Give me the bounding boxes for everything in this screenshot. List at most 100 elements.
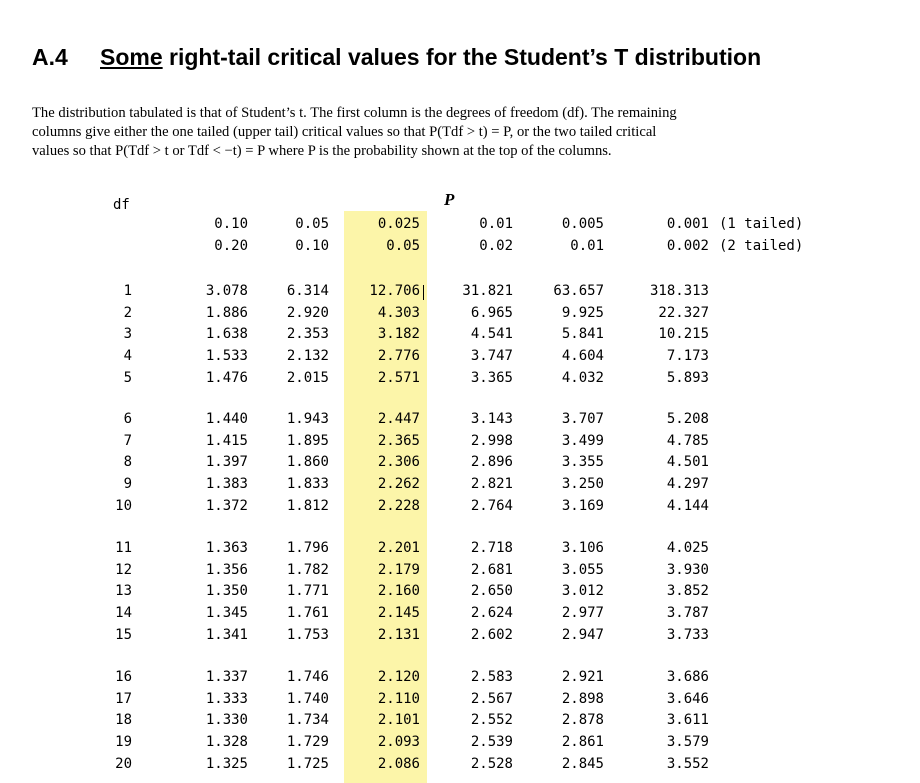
df-cell: 16 [115,669,132,685]
value-cell: 6.965 [470,304,513,321]
value-cell: 1.476 [205,369,248,386]
df-cell: 12 [115,561,132,578]
value-cell: 12.706 [369,283,420,299]
df-cell: 1 [123,283,132,299]
value-cell: 1.533 [205,348,248,365]
value-cell: 1.895 [286,432,329,449]
value-cell: 63.657 [553,283,604,299]
value-cell: 2.086 [377,755,420,772]
value-cell: 4.785 [666,432,709,449]
value-cell: 2.998 [470,432,513,449]
value-cell: 2.015 [286,369,329,386]
value-cell: 1.341 [205,626,248,643]
header-one-tailed-p: 0.10 [214,216,248,232]
value-cell: 1.415 [205,432,248,449]
value-cell: 3.355 [561,454,604,471]
df-column-label: df [113,197,130,213]
df-cell: 9 [123,476,132,493]
section-number: A.4 [32,44,68,70]
value-cell: 4.303 [377,304,420,321]
df-cell: 10 [115,497,132,514]
value-cell: 1.753 [286,626,329,643]
value-cell: 3.707 [561,411,604,427]
value-cell: 3.078 [205,283,248,299]
value-cell: 3.930 [666,561,709,578]
intro-line-1: The distribution tabulated is that of St… [32,105,677,121]
value-cell: 2.764 [470,497,513,514]
value-cell: 1.397 [205,454,248,471]
value-cell: 2.132 [286,348,329,365]
value-cell: 4.144 [666,497,709,514]
df-cell: 3 [123,326,132,343]
value-cell: 1.325 [205,755,248,772]
value-cell: 4.541 [470,326,513,343]
value-cell: 1.440 [205,411,248,427]
value-cell: 1.734 [286,712,329,729]
value-cell: 2.602 [470,626,513,643]
value-cell: 1.761 [286,605,329,622]
header-one-tailed-p: 0.005 [561,216,604,232]
value-cell: 5.208 [666,411,709,427]
two-tailed-note: (2 tailed) [719,238,804,254]
value-cell: 1.729 [286,734,329,751]
header-one-tailed-p: 0.001 [666,216,709,232]
df-cell: 17 [115,690,132,707]
value-cell: 3.733 [666,626,709,643]
value-cell: 2.624 [470,605,513,622]
value-cell: 2.160 [377,583,420,600]
value-cell: 2.179 [377,561,420,578]
text-cursor [423,285,424,300]
value-cell: 2.718 [470,540,513,556]
value-cell: 1.330 [205,712,248,729]
value-cell: 1.796 [286,540,329,556]
value-cell: 2.650 [470,583,513,600]
value-cell: 4.297 [666,476,709,493]
value-cell: 3.686 [666,669,709,685]
value-cell: 3.646 [666,690,709,707]
df-cell: 14 [115,605,132,622]
value-cell: 1.740 [286,690,329,707]
value-cell: 2.947 [561,626,604,643]
df-cell: 2 [123,304,132,321]
value-cell: 2.228 [377,497,420,514]
df-cell: 8 [123,454,132,471]
intro-line-3: values so that P(Tdf > t or Tdf < −t) = … [32,143,612,159]
df-cell: 7 [123,432,132,449]
value-cell: 1.860 [286,454,329,471]
value-cell: 4.032 [561,369,604,386]
value-cell: 2.120 [377,669,420,685]
value-cell: 2.896 [470,454,513,471]
highlighted-column [344,211,427,783]
value-cell: 1.725 [286,755,329,772]
value-cell: 318.313 [649,283,709,299]
header-two-tailed-p: 0.05 [386,238,420,254]
value-cell: 2.920 [286,304,329,321]
value-cell: 1.363 [205,540,248,556]
value-cell: 2.201 [377,540,420,556]
value-cell: 3.055 [561,561,604,578]
value-cell: 1.771 [286,583,329,600]
value-cell: 1.886 [205,304,248,321]
value-cell: 2.110 [377,690,420,707]
value-cell: 2.093 [377,734,420,751]
header-two-tailed-p: 0.20 [214,238,248,254]
df-cell: 13 [115,583,132,600]
value-cell: 4.604 [561,348,604,365]
intro-line-2: columns give either the one tailed (uppe… [32,124,657,140]
value-cell: 9.925 [561,304,604,321]
value-cell: 2.898 [561,690,604,707]
value-cell: 3.787 [666,605,709,622]
value-cell: 3.106 [561,540,604,556]
value-cell: 2.353 [286,326,329,343]
value-cell: 1.812 [286,497,329,514]
df-cell: 15 [115,626,132,643]
value-cell: 1.356 [205,561,248,578]
value-cell: 2.552 [470,712,513,729]
value-cell: 31.821 [462,283,513,299]
value-cell: 2.539 [470,734,513,751]
header-two-tailed-p: 0.002 [666,238,709,254]
df-cell: 19 [115,734,132,751]
value-cell: 3.143 [470,411,513,427]
value-cell: 2.878 [561,712,604,729]
value-cell: 3.611 [666,712,709,729]
